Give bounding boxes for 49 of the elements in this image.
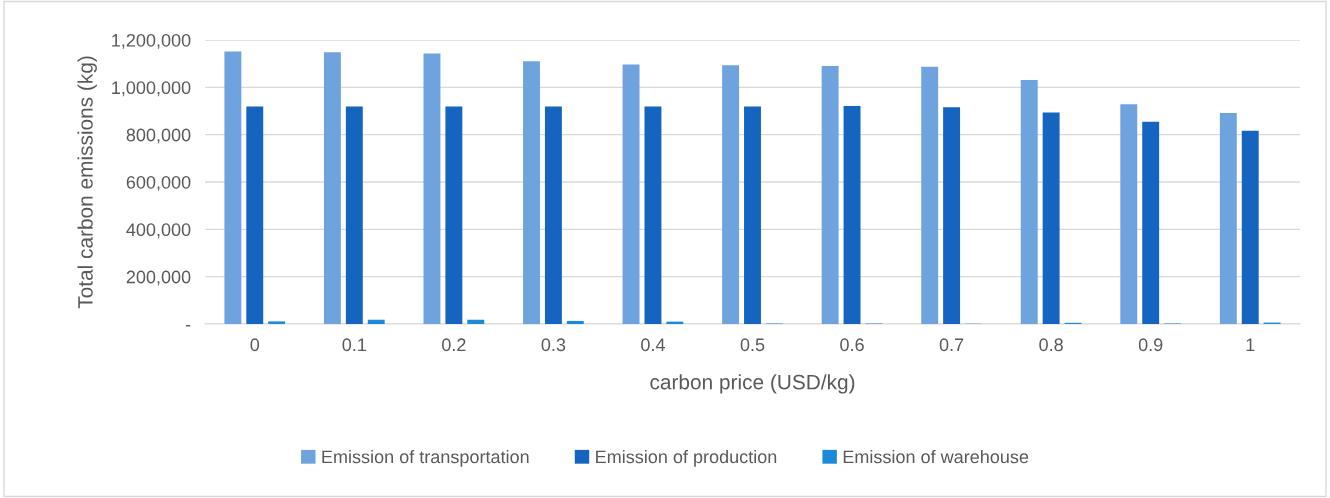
legend-label: Emission of transportation <box>322 449 529 467</box>
bar <box>423 53 441 324</box>
bar <box>566 320 584 324</box>
y-tick-label: 400,000 <box>126 223 191 239</box>
bar <box>943 107 961 324</box>
bar <box>921 66 939 324</box>
x-tick-label: 0.8 <box>1039 338 1063 352</box>
x-tick-label: 0.1 <box>342 338 366 352</box>
bar <box>744 106 761 324</box>
x-tick-label: 1 <box>1246 338 1255 351</box>
bar <box>644 106 662 324</box>
x-tick-label: 0.3 <box>541 338 566 352</box>
y-tick-label: 200,000 <box>126 270 191 286</box>
y-tick-label: 1,200,000 <box>112 33 191 49</box>
bar <box>323 52 341 324</box>
bar <box>622 64 640 324</box>
bar <box>1020 80 1038 324</box>
bar <box>345 106 363 324</box>
y-tick-label: - <box>185 325 191 327</box>
bar <box>821 66 839 324</box>
legend-label: Emission of production <box>596 449 777 467</box>
bar <box>224 51 242 324</box>
y-tick-label: 600,000 <box>126 175 191 191</box>
bar <box>1241 130 1259 324</box>
bar <box>467 319 485 324</box>
bar <box>1120 104 1138 324</box>
bar <box>843 106 861 324</box>
x-tick-label: 0.7 <box>939 338 964 352</box>
bar <box>246 106 264 324</box>
bar <box>268 321 286 324</box>
y-axis-title: Total carbon emissions (kg) <box>77 56 97 309</box>
legend-label: Emission of warehouse <box>843 449 1029 464</box>
x-axis-title: carbon price (USD/kg) <box>650 374 855 394</box>
bar <box>445 106 463 324</box>
bar <box>1219 112 1237 324</box>
y-tick-label: 800,000 <box>126 128 191 144</box>
y-tick-label: 1,000,000 <box>112 81 191 97</box>
bar <box>1042 112 1060 324</box>
bar <box>1142 121 1160 324</box>
x-tick-label: 0.2 <box>442 338 466 352</box>
x-tick-label: 0.5 <box>740 338 765 352</box>
bar <box>367 319 385 324</box>
bar <box>544 106 562 324</box>
bar <box>722 65 740 324</box>
x-tick-label: 0.6 <box>840 338 864 352</box>
bar <box>523 61 540 324</box>
x-tick-label: 0.4 <box>641 338 665 352</box>
x-tick-label: 0.9 <box>1138 338 1163 352</box>
x-tick-label: 0 <box>250 338 260 352</box>
